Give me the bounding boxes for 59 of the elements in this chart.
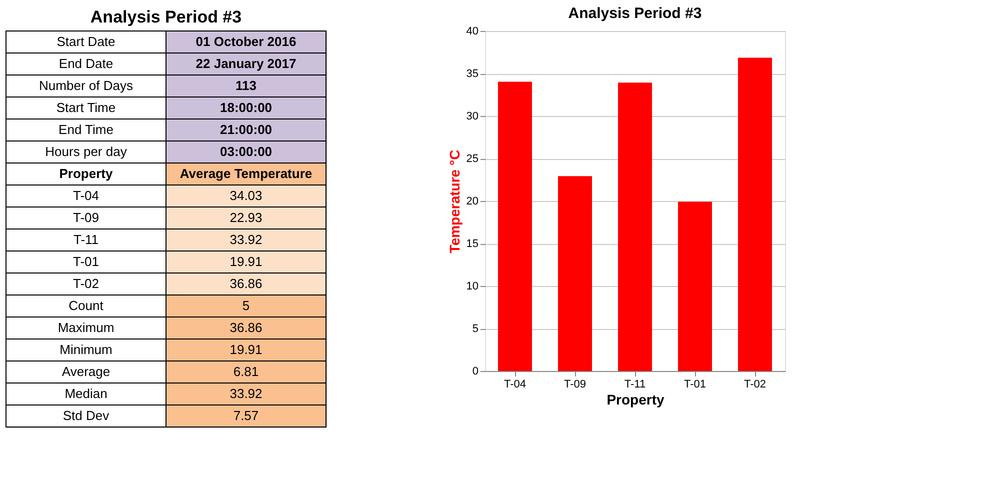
text: 36.86 <box>230 276 262 291</box>
text: End Date <box>58 56 114 71</box>
text: 36.86 <box>230 320 262 335</box>
text: 7.57 <box>233 408 259 423</box>
x-tick-label: T-04 <box>504 378 526 390</box>
text: Start Time <box>56 100 116 115</box>
text: 19.91 <box>230 342 262 357</box>
text: Maximum <box>58 320 114 335</box>
bar <box>738 58 772 371</box>
text: 6.81 <box>233 364 259 379</box>
text: Count <box>68 298 104 313</box>
text: 22 January 2017 <box>196 56 296 71</box>
x-tick-label: T-01 <box>684 378 706 390</box>
bar <box>558 176 592 371</box>
y-tick-label: 0 <box>472 366 478 378</box>
text: Median <box>64 386 108 401</box>
text: Average <box>62 364 110 379</box>
x-tick-label: T-11 <box>624 378 646 390</box>
text: Number of Days <box>39 78 134 93</box>
y-tick-label: 40 <box>466 26 478 38</box>
text: 01 October 2016 <box>196 34 296 49</box>
x-tick-label: T-09 <box>564 378 586 390</box>
y-tick-label: 20 <box>466 196 478 208</box>
bar <box>678 202 712 371</box>
y-tick-label: 35 <box>466 68 478 80</box>
text: Property <box>59 166 114 181</box>
text: 03:00:00 <box>220 144 272 159</box>
text: 21:00:00 <box>220 122 272 137</box>
y-axis-title: Temperature °C <box>446 150 462 254</box>
text: Average Temperature <box>180 166 312 181</box>
text: T-11 <box>73 232 99 247</box>
text: T-01 <box>72 254 100 269</box>
text: 22.93 <box>230 210 262 225</box>
text: T-09 <box>72 210 100 225</box>
text: 34.03 <box>230 188 262 203</box>
text: 18:00:00 <box>220 100 272 115</box>
text: T-02 <box>72 276 100 291</box>
text: T-04 <box>72 188 100 203</box>
y-tick-label: 30 <box>466 110 478 122</box>
bar <box>498 82 532 371</box>
y-tick-label: 5 <box>472 323 478 335</box>
chart-title: Analysis Period #3 <box>568 5 702 22</box>
text: 5 <box>242 298 250 313</box>
text: 113 <box>236 78 256 93</box>
x-tick-label: T-02 <box>744 378 766 390</box>
bar <box>618 82 652 371</box>
text: Std Dev <box>62 408 110 423</box>
text: Analysis Period #3 <box>90 8 242 26</box>
text: 33.92 <box>230 232 262 247</box>
text: 33.92 <box>230 386 262 401</box>
text: End Time <box>58 122 114 137</box>
y-tick-label: 25 <box>466 153 478 165</box>
text: Start Date <box>56 34 116 49</box>
y-tick-label: 10 <box>466 280 478 292</box>
x-axis-title: Property <box>606 392 664 408</box>
y-tick-label: 15 <box>466 238 478 250</box>
text: Hours per day <box>45 144 128 159</box>
text: Minimum <box>60 342 112 357</box>
text: 19.91 <box>230 254 262 269</box>
